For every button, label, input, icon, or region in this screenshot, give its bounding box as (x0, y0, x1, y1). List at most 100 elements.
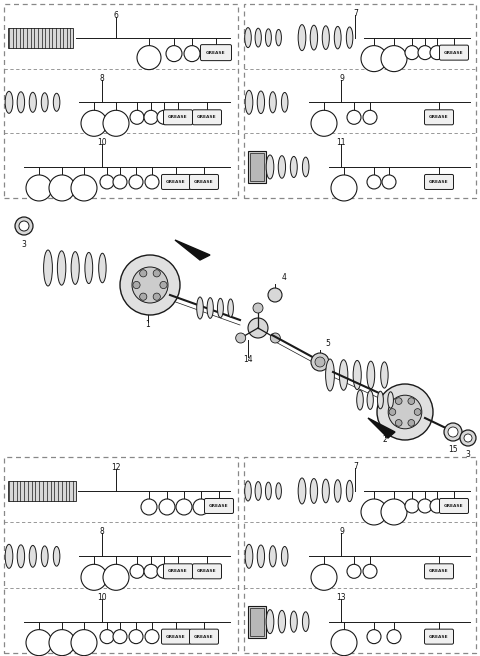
Circle shape (157, 564, 171, 579)
Text: 11: 11 (336, 138, 346, 148)
Bar (4, 4, 238, 198)
Text: 2: 2 (383, 435, 387, 444)
Text: GREASE: GREASE (444, 504, 464, 508)
Circle shape (26, 175, 52, 201)
Ellipse shape (29, 92, 36, 112)
Ellipse shape (245, 481, 252, 501)
Ellipse shape (197, 297, 204, 319)
FancyBboxPatch shape (204, 499, 233, 514)
Text: GREASE: GREASE (166, 180, 186, 184)
Text: 10: 10 (97, 592, 107, 602)
Circle shape (153, 293, 160, 300)
Circle shape (113, 175, 127, 189)
Ellipse shape (269, 92, 276, 113)
Text: GREASE: GREASE (168, 569, 188, 573)
Circle shape (363, 564, 377, 579)
Circle shape (103, 110, 129, 136)
Ellipse shape (281, 546, 288, 566)
Circle shape (71, 630, 97, 655)
FancyBboxPatch shape (440, 45, 468, 60)
Circle shape (347, 564, 361, 579)
Ellipse shape (325, 359, 335, 391)
Ellipse shape (53, 546, 60, 566)
Ellipse shape (53, 93, 60, 112)
Circle shape (430, 499, 444, 513)
Circle shape (81, 564, 107, 590)
Circle shape (387, 630, 401, 644)
Text: 8: 8 (100, 73, 105, 83)
FancyBboxPatch shape (201, 45, 231, 60)
Text: 7: 7 (353, 9, 358, 18)
Circle shape (129, 630, 143, 644)
Ellipse shape (278, 610, 286, 633)
Bar (244, 4, 476, 198)
Text: 13: 13 (336, 592, 346, 602)
Bar (248, 605, 266, 638)
FancyBboxPatch shape (190, 629, 218, 644)
Ellipse shape (298, 25, 306, 51)
Ellipse shape (269, 546, 276, 567)
Text: 15: 15 (448, 445, 458, 454)
Text: GREASE: GREASE (444, 51, 464, 54)
Text: 4: 4 (282, 273, 287, 282)
FancyBboxPatch shape (424, 110, 454, 125)
Circle shape (153, 270, 160, 277)
Ellipse shape (310, 479, 318, 503)
Circle shape (129, 175, 143, 189)
Circle shape (363, 110, 377, 124)
FancyBboxPatch shape (161, 629, 191, 644)
Text: 12: 12 (111, 463, 121, 472)
Text: GREASE: GREASE (194, 634, 214, 639)
Circle shape (100, 175, 114, 189)
FancyBboxPatch shape (440, 499, 468, 514)
Circle shape (377, 384, 433, 440)
Text: GREASE: GREASE (429, 634, 449, 639)
Ellipse shape (266, 155, 274, 179)
Circle shape (381, 46, 407, 72)
Bar (244, 457, 476, 653)
Text: 1: 1 (145, 320, 150, 329)
Circle shape (388, 395, 422, 429)
Bar (8, 481, 76, 501)
Circle shape (408, 398, 415, 405)
FancyBboxPatch shape (190, 174, 218, 190)
Ellipse shape (85, 253, 93, 283)
Circle shape (236, 333, 246, 343)
Text: 6: 6 (114, 11, 119, 20)
Circle shape (15, 217, 33, 235)
Circle shape (144, 110, 158, 124)
Circle shape (311, 110, 337, 136)
Bar (8, 28, 73, 48)
Circle shape (166, 46, 182, 62)
Text: GREASE: GREASE (197, 569, 217, 573)
Circle shape (140, 270, 147, 277)
Circle shape (367, 630, 381, 644)
Circle shape (448, 427, 458, 437)
Text: GREASE: GREASE (168, 115, 188, 119)
Bar (250, 607, 264, 636)
Circle shape (253, 303, 263, 313)
Circle shape (270, 333, 280, 343)
Circle shape (405, 499, 419, 513)
Circle shape (418, 499, 432, 513)
Circle shape (100, 630, 114, 644)
Bar (4, 457, 238, 653)
Circle shape (145, 630, 159, 644)
Ellipse shape (255, 482, 261, 501)
Ellipse shape (302, 612, 309, 632)
Circle shape (460, 430, 476, 446)
Ellipse shape (255, 28, 261, 47)
Circle shape (430, 46, 444, 60)
Circle shape (176, 499, 192, 515)
Circle shape (361, 499, 387, 525)
Circle shape (331, 175, 357, 201)
Circle shape (367, 175, 381, 189)
Ellipse shape (334, 26, 341, 49)
Ellipse shape (290, 156, 297, 178)
FancyBboxPatch shape (164, 110, 192, 125)
Text: GREASE: GREASE (429, 180, 449, 184)
Circle shape (268, 288, 282, 302)
Ellipse shape (29, 545, 36, 567)
FancyBboxPatch shape (161, 174, 191, 190)
FancyBboxPatch shape (424, 564, 454, 579)
